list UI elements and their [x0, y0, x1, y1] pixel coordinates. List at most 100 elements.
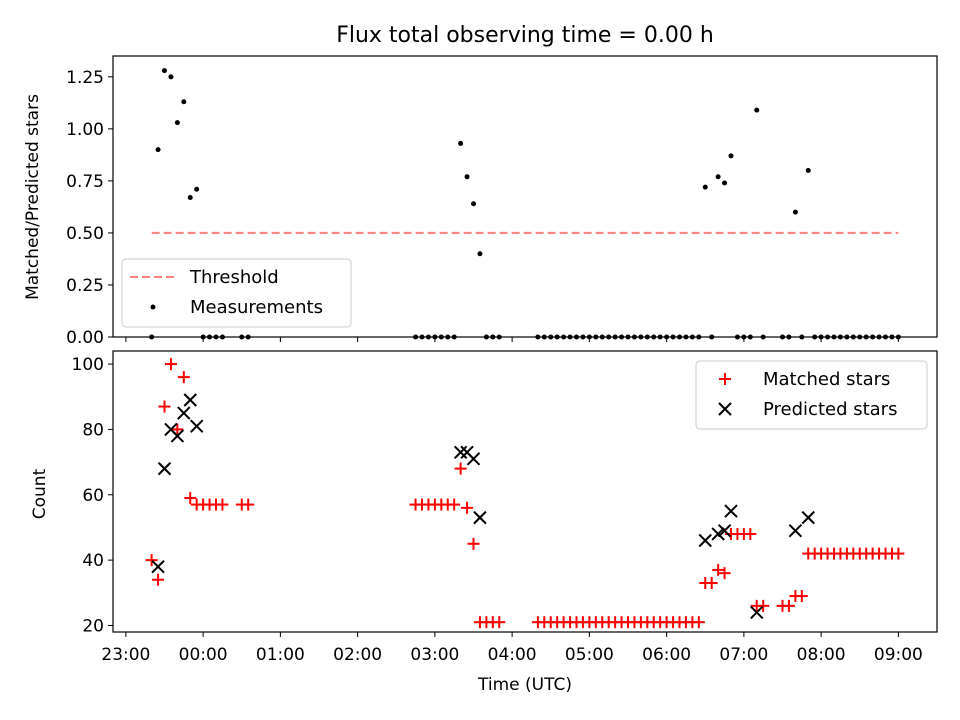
- top-legend: Threshold Measurements: [121, 258, 352, 328]
- x-tick-label: 01:00: [256, 645, 305, 665]
- measurement-point: [715, 174, 721, 180]
- bottom-legend-box: [695, 360, 928, 430]
- predicted-star-marker: [170, 429, 185, 443]
- measurement-point: [174, 120, 180, 126]
- top-panel: Flux total observing time = 0.00 h Match…: [23, 23, 938, 348]
- measurement-point: [187, 195, 193, 201]
- top-plot-marks: [149, 68, 901, 340]
- bottom-y-tick-label: 80: [82, 420, 104, 440]
- bottom-y-tick-label: 40: [82, 551, 104, 571]
- measurement-point: [702, 184, 708, 190]
- predicted-star-marker: [177, 406, 191, 420]
- x-tick-label: 00:00: [179, 645, 228, 665]
- measurement-point: [162, 68, 167, 74]
- predicted-star-marker: [698, 533, 712, 548]
- legend-matched-swatch: [719, 373, 731, 385]
- top-y-tick-label: 0.50: [66, 224, 104, 244]
- top-legend-box: [121, 258, 352, 328]
- measurement-point: [728, 153, 734, 159]
- measurement-point: [194, 186, 200, 192]
- matched-star-marker: [158, 400, 171, 413]
- matched-star-marker: [171, 423, 184, 436]
- bottom-plot-frame: [112, 350, 938, 633]
- matched-star-marker: [467, 537, 480, 550]
- matched-star-marker: [145, 554, 158, 567]
- predicted-star-marker: [473, 510, 487, 525]
- matched-star-marker: [892, 547, 905, 560]
- bottom-y-axis-label: Count: [30, 468, 50, 519]
- x-tick-label: 04:00: [488, 645, 537, 665]
- bottom-y-tick-label: 100: [72, 355, 104, 375]
- matched-star-marker: [216, 498, 229, 511]
- bottom-y-tick-label: 60: [82, 486, 104, 506]
- matched-star-marker: [712, 563, 725, 576]
- matched-star-marker: [757, 599, 770, 612]
- bottom-y-tick-label: 20: [82, 616, 104, 636]
- matched-star-marker: [782, 599, 795, 612]
- bottom-panel: Count Time (UTC) 20 40 60 80 100 23:00 00:00 0…: [30, 350, 938, 695]
- x-tick-label: 06:00: [642, 645, 691, 665]
- matched-star-marker: [242, 498, 255, 511]
- matched-star-marker: [795, 590, 808, 603]
- predicted-star-marker: [466, 452, 481, 466]
- measurement-point: [754, 107, 760, 113]
- matched-star-marker: [448, 498, 461, 511]
- measurement-point: [792, 209, 798, 215]
- x-tick-label: 03:00: [410, 645, 459, 665]
- legend-threshold-label: Threshold: [189, 267, 279, 288]
- measurement-point: [722, 180, 728, 186]
- matched-star-marker: [454, 462, 467, 475]
- top-y-tick-label: 1.25: [66, 68, 104, 88]
- matched-star-marker: [718, 567, 731, 580]
- measurement-point: [458, 140, 464, 146]
- matched-star-marker: [177, 371, 190, 384]
- predicted-star-marker: [750, 605, 764, 620]
- x-tick-label: 07:00: [719, 645, 768, 665]
- legend-predicted-label: Predicted stars: [763, 399, 897, 420]
- top-y-tick-label: 0.00: [66, 328, 104, 348]
- measurement-point: [168, 74, 174, 80]
- matched-star-marker: [692, 616, 705, 629]
- predicted-star-marker: [453, 445, 468, 459]
- matched-star-marker: [152, 573, 165, 586]
- x-tick-label: 09:00: [874, 645, 923, 665]
- top-plot-frame: [112, 55, 938, 338]
- x-tick-label: 05:00: [565, 645, 614, 665]
- x-tick-label: 02:00: [333, 645, 382, 665]
- matched-star-marker: [705, 576, 718, 589]
- measurement-point: [181, 99, 187, 105]
- bottom-y-ticks: 20 40 60 80 100: [72, 355, 113, 636]
- legend-matched-label: Matched stars: [763, 369, 890, 390]
- predicted-star-marker: [157, 461, 172, 476]
- measurement-point: [155, 147, 161, 153]
- x-tick-label: 23:00: [101, 645, 150, 665]
- top-y-tick-label: 0.25: [66, 276, 104, 296]
- measurement-point: [464, 174, 470, 180]
- predicted-star-marker: [717, 524, 732, 538]
- predicted-star-marker: [183, 393, 197, 407]
- top-y-tick-label: 0.75: [66, 172, 104, 192]
- x-axis-label: Time (UTC): [477, 675, 572, 695]
- matched-star-marker: [184, 492, 197, 505]
- top-x-ticks: [125, 337, 899, 342]
- top-y-ticks: 0.00 0.25 0.50 0.75 1.00 1.25: [66, 68, 113, 348]
- predicted-star-marker: [189, 419, 204, 433]
- predicted-star-marker: [788, 524, 803, 538]
- matched-star-marker: [744, 527, 757, 540]
- measurement-point: [805, 167, 811, 173]
- matched-star-marker: [164, 358, 177, 371]
- predicted-star-marker: [151, 559, 165, 574]
- bottom-x-ticks: 23:00 00:00 01:00 02:00 03:00 04:00 05:00 06:00…: [101, 632, 923, 665]
- measurement-point: [477, 251, 483, 257]
- bottom-legend: Matched stars Predicted stars: [695, 360, 928, 430]
- matched-star-marker: [493, 616, 506, 629]
- matched-star-marker: [461, 501, 474, 514]
- measurement-point: [471, 201, 476, 207]
- legend-measurements-swatch: [150, 304, 156, 310]
- top-chart-title: Flux total observing time = 0.00 h: [336, 23, 714, 48]
- x-tick-label: 08:00: [797, 645, 846, 665]
- predicted-star-marker: [801, 510, 815, 525]
- legend-predicted-swatch: [718, 402, 732, 416]
